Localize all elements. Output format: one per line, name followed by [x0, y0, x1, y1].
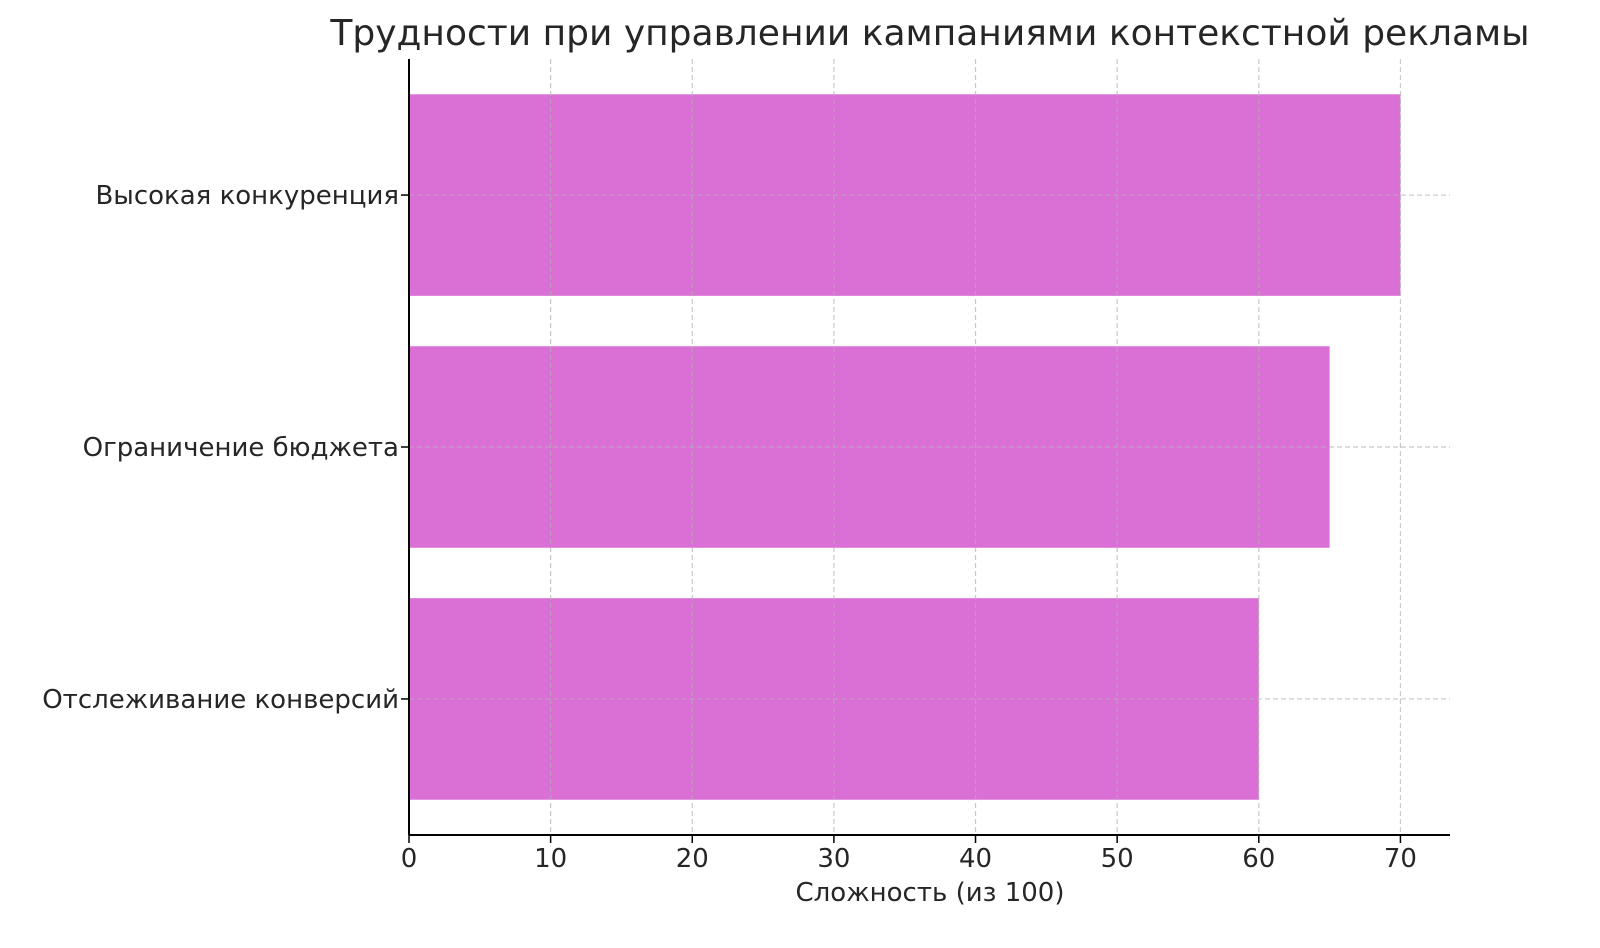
chart-title: Трудности при управлении кампаниями конт…	[329, 13, 1529, 54]
y-tick-label: Отслеживание конверсий	[42, 685, 399, 715]
x-tick-label: 20	[676, 844, 709, 874]
x-axis-label: Сложность (из 100)	[796, 878, 1065, 908]
x-tick-label: 10	[534, 844, 567, 874]
x-tick-label: 30	[817, 844, 850, 874]
x-tick-label: 70	[1384, 844, 1417, 874]
x-tick-label: 50	[1101, 844, 1134, 874]
x-tick-label: 0	[401, 844, 418, 874]
y-tick-label: Ограничение бюджета	[83, 433, 399, 463]
y-tick-label: Высокая конкуренция	[95, 181, 399, 211]
x-tick-label: 60	[1242, 844, 1275, 874]
x-tick-label: 40	[959, 844, 992, 874]
